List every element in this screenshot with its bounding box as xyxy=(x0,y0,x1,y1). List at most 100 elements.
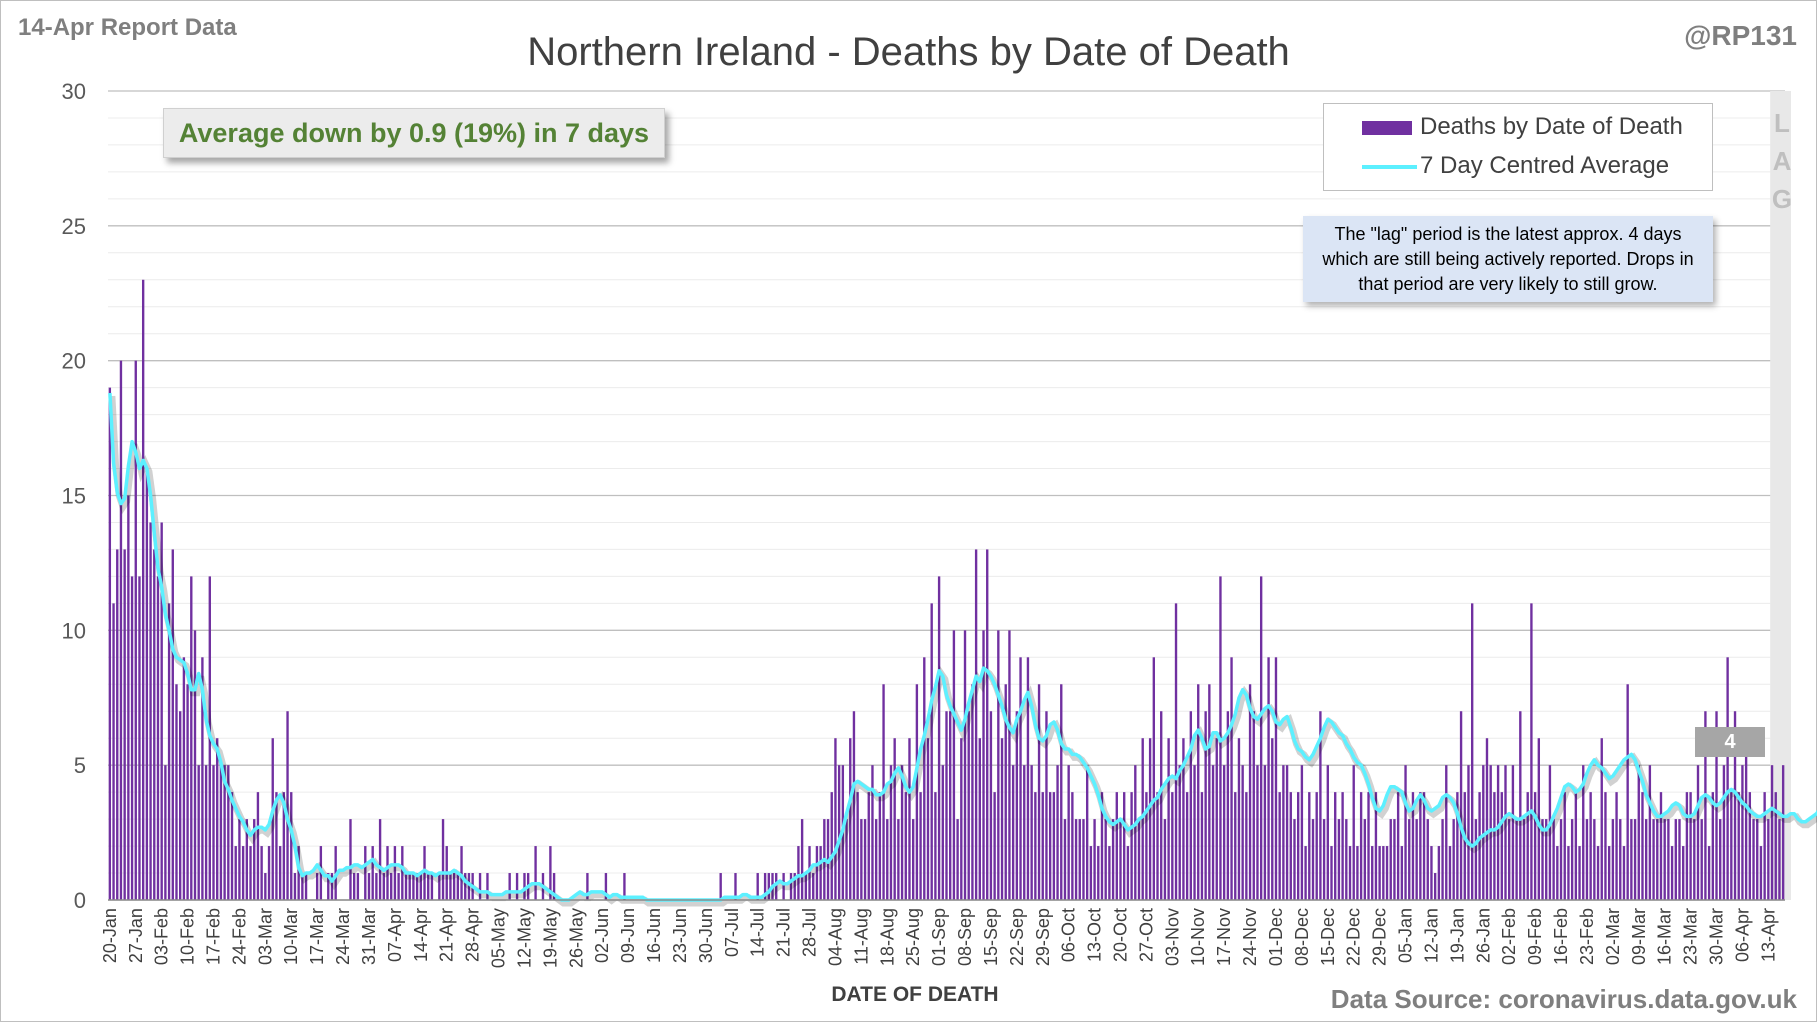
bar xyxy=(1541,819,1544,900)
x-tick-label: 05-Jan xyxy=(1396,908,1416,963)
bar xyxy=(256,792,260,900)
bar xyxy=(1678,819,1681,900)
bar xyxy=(1748,792,1752,900)
bar xyxy=(508,873,511,900)
y-axis: 0 5 10 15 20 25 30 xyxy=(62,79,1785,913)
bar xyxy=(286,711,289,900)
bar xyxy=(1334,792,1337,900)
bar xyxy=(1774,792,1777,900)
bar xyxy=(297,846,300,900)
bar xyxy=(415,873,419,900)
bar xyxy=(438,873,441,900)
bar xyxy=(1308,792,1311,900)
bar xyxy=(1289,792,1292,900)
bar xyxy=(804,873,808,900)
bar xyxy=(1108,846,1111,900)
bar xyxy=(1237,738,1241,900)
bar xyxy=(1485,738,1489,900)
bar xyxy=(245,819,249,900)
bar xyxy=(1663,819,1666,900)
x-tick-label: 26-Jan xyxy=(1473,908,1493,963)
bar xyxy=(1578,846,1581,900)
bar xyxy=(249,846,252,900)
bar xyxy=(1337,819,1341,900)
bar xyxy=(367,873,371,900)
x-tick-label: 03-Nov xyxy=(1162,908,1182,966)
bar xyxy=(1670,846,1674,900)
bar xyxy=(1126,846,1130,900)
bar xyxy=(1234,792,1237,900)
author-handle: @RP131 xyxy=(1684,20,1797,51)
bar xyxy=(467,873,471,900)
bar xyxy=(1733,711,1737,900)
x-tick-label: 10-Nov xyxy=(1188,908,1208,966)
bar xyxy=(382,873,385,900)
bar xyxy=(989,711,993,900)
x-tick-label: 20-Oct xyxy=(1111,908,1131,962)
bar xyxy=(893,738,896,900)
x-tick-label: 16-Jun xyxy=(644,908,664,963)
bar xyxy=(1167,738,1170,900)
bar xyxy=(1589,792,1592,900)
bar xyxy=(1197,684,1200,900)
bar xyxy=(412,873,415,900)
bar xyxy=(1123,792,1126,900)
x-tick-label: 15-Dec xyxy=(1318,908,1338,966)
bar xyxy=(1026,657,1030,900)
x-tick-label: 31-Mar xyxy=(359,908,379,965)
bar xyxy=(1704,711,1707,900)
bar xyxy=(1456,792,1459,900)
bar xyxy=(1730,792,1733,900)
x-tick-label: 24-Mar xyxy=(333,908,353,965)
bar xyxy=(1078,819,1081,900)
x-tick-label: 10-Mar xyxy=(281,908,301,965)
bar xyxy=(1037,684,1041,900)
x-tick-label: 12-May xyxy=(515,908,535,968)
bar xyxy=(1389,819,1392,900)
bar xyxy=(1607,846,1611,900)
x-tick-label: 30-Mar xyxy=(1707,908,1727,965)
bar xyxy=(623,873,626,900)
bar xyxy=(1722,765,1726,900)
x-tick-label: 29-Sep xyxy=(1033,908,1053,966)
x-tick-label: 09-Mar xyxy=(1629,908,1649,965)
x-tick-label: 11-Aug xyxy=(851,908,871,965)
bar xyxy=(1500,792,1503,900)
latest-average-callout: 4 xyxy=(1695,727,1765,757)
bar xyxy=(364,846,367,900)
x-tick-label: 06-Oct xyxy=(1059,908,1079,962)
bar xyxy=(1015,711,1019,900)
bar xyxy=(1341,792,1344,900)
bar xyxy=(878,792,882,900)
bar xyxy=(1211,765,1215,900)
bar xyxy=(963,630,967,900)
bar xyxy=(1641,792,1644,900)
bar xyxy=(1585,819,1589,900)
bar xyxy=(1093,819,1096,900)
bar xyxy=(401,846,404,900)
bar xyxy=(1596,846,1600,900)
bar xyxy=(1445,765,1448,900)
y-tick-label: 5 xyxy=(74,753,86,778)
bar xyxy=(119,360,123,901)
bar xyxy=(874,819,878,900)
bar xyxy=(1526,792,1529,900)
bar xyxy=(1185,792,1189,900)
bar xyxy=(1063,819,1067,900)
bar xyxy=(1060,684,1063,900)
bar xyxy=(1056,765,1059,900)
bar xyxy=(227,765,230,900)
bar xyxy=(1130,792,1133,900)
bar xyxy=(941,765,944,900)
bar xyxy=(1567,846,1570,900)
x-tick-label: 23-Feb xyxy=(1577,908,1597,965)
x-axis: 20-Jan 27-Jan 03-Feb 10-Feb 17-Feb 24-Feb 03-M… xyxy=(100,908,1778,968)
bar xyxy=(186,684,189,900)
bar xyxy=(116,549,119,900)
x-tick-label: 19-May xyxy=(540,908,560,968)
bar xyxy=(1137,819,1141,900)
bar xyxy=(934,792,937,900)
bar xyxy=(164,765,167,900)
bar xyxy=(238,819,241,900)
